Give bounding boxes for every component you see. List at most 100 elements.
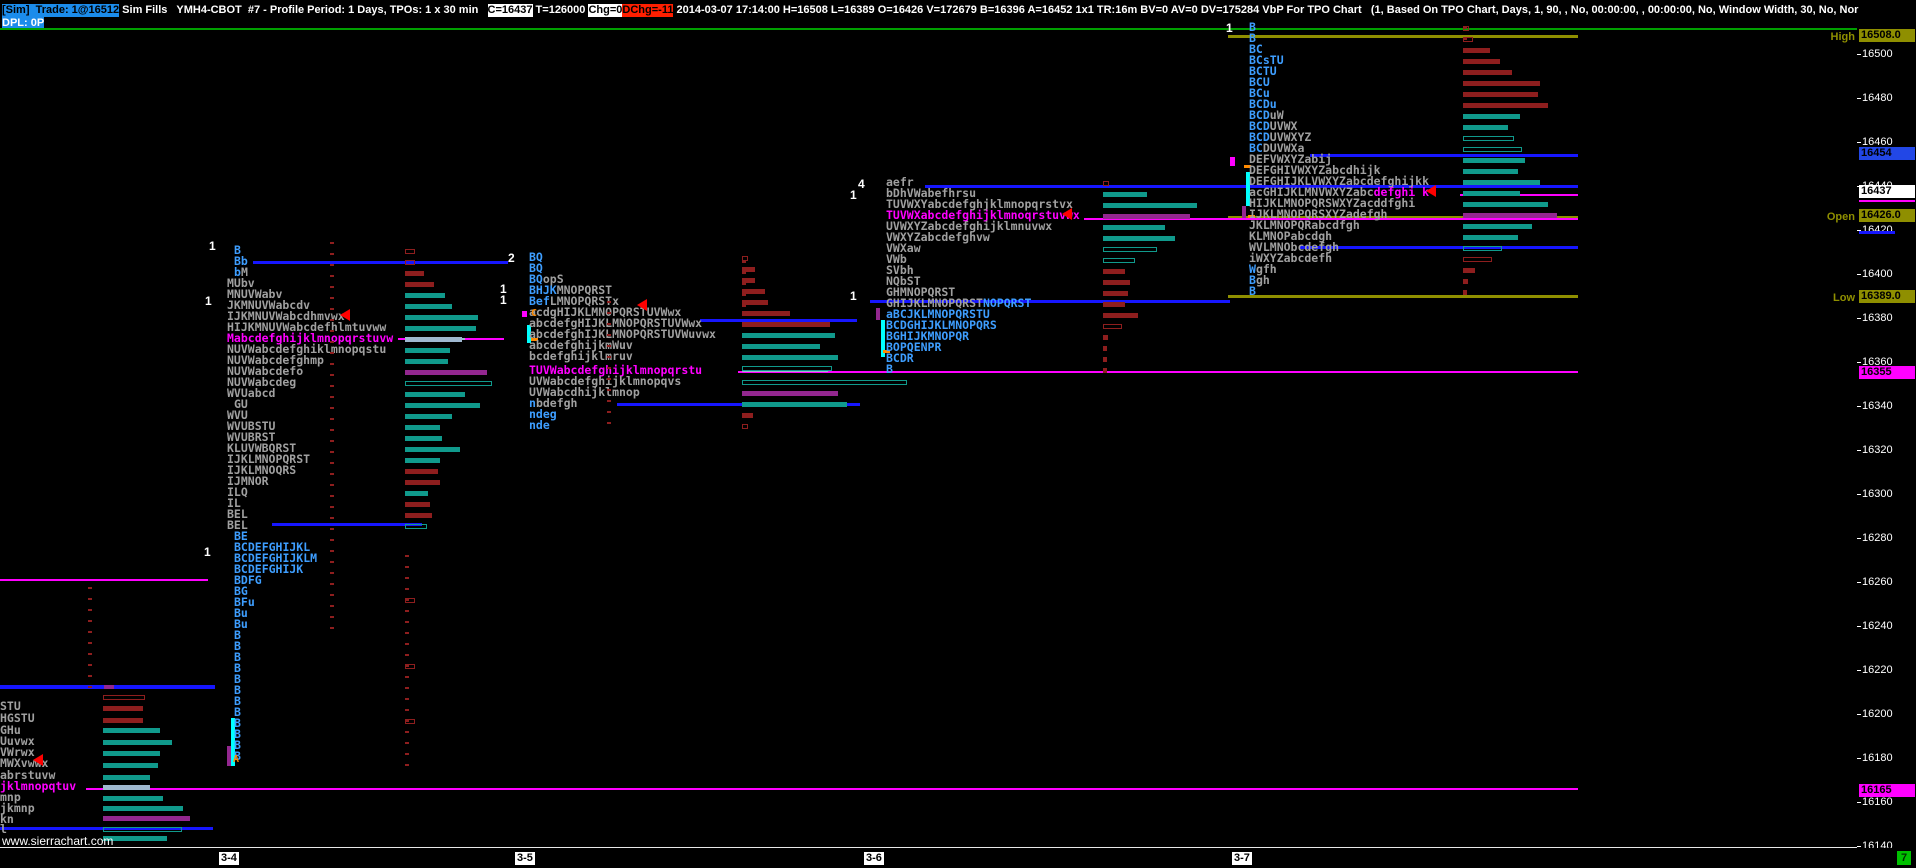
volume-dot (330, 627, 334, 629)
tpo-row: BCDUVWXYZ (1249, 130, 1312, 144)
volume-dot (1463, 49, 1467, 51)
tpo-row: abrstuvw (0, 769, 55, 781)
tpo-row: NUVWabcdefghmp (227, 354, 324, 366)
tpo-row: BCDEFGHIJKL (234, 541, 310, 553)
axis-blue-line (1859, 231, 1895, 234)
date-label[interactable]: 3-6 (864, 852, 884, 865)
title-segment: Sim Fills YMH4-CBOT #7 - Profile Period:… (119, 4, 488, 16)
volume-bar (742, 355, 838, 360)
tpo-row: VWrwx (0, 746, 35, 758)
tpo-row: BC (1249, 43, 1263, 55)
tpo-letters: abcdefgHIJKLMNOPQRSTUVWwx (529, 316, 703, 330)
profile-side-mark (231, 718, 235, 766)
date-label[interactable]: 3-5 (515, 852, 535, 865)
tpo-row: Bu (234, 618, 248, 630)
volume-dot (405, 764, 409, 766)
tpo-row: acGHIJKLMNVWXYZabcdefghi k (1249, 186, 1429, 198)
tpo-letters: B (234, 661, 241, 675)
volume-bar (742, 333, 835, 338)
tpo-letters: BFu (234, 595, 255, 609)
tpo-row: jkmnp (0, 801, 35, 815)
tpo-letters: VWXYZabcdefghvw (886, 230, 990, 244)
volume-dot (405, 654, 409, 656)
volume-bar (103, 796, 163, 801)
profile-side-mark (883, 350, 890, 353)
tpo-row: TUVWabcdefghijklmnopqrstu (529, 364, 702, 376)
chart-area[interactable]: STU HGSTU GHu Uuvwx VWrwx MWXvwwx abrstuvw jklm… (0, 0, 1857, 847)
tpo-row: BCu (1249, 87, 1270, 99)
volume-dot (405, 588, 409, 590)
tpo-row: BCDGHIJKLMNOPQRS (886, 319, 997, 331)
tpo-letters: Bb (234, 254, 248, 268)
tpo-letters: GHIJKLMNOPQRST (886, 296, 983, 310)
tpo-row: GU (234, 398, 248, 410)
tick-dash (1857, 846, 1861, 847)
tpo-row: B (234, 706, 241, 718)
tpo-row: BFu (234, 595, 255, 609)
tpo-letters: GHu (0, 723, 21, 737)
price-line-blueline (925, 184, 1578, 188)
price-tick-label: 16420 (1862, 224, 1893, 236)
tpo-letters: W (1249, 262, 1256, 276)
tpo-letters: IL (227, 496, 241, 510)
volume-dot (1463, 27, 1467, 29)
volume-dot (742, 272, 746, 274)
volume-bar (1103, 225, 1165, 230)
volume-dot (330, 473, 334, 475)
volume-dot (330, 253, 334, 255)
volume-bar (405, 260, 415, 265)
volume-bar (1103, 258, 1135, 263)
tpo-letters: NUVWabcdeg (227, 375, 297, 389)
tpo-row: iWXYZabcdefh (1249, 252, 1332, 264)
price-badge: 16389.0 (1859, 290, 1915, 303)
tpo-letters: b (234, 265, 241, 279)
date-axis[interactable]: 3-4 3-5 3-6 3-7 (0, 848, 1916, 868)
date-label[interactable]: 3-4 (219, 852, 239, 865)
price-badge: 16508.0 (1859, 29, 1915, 42)
price-axis[interactable]: 1650016480164601644016420164001638016360… (1857, 28, 1916, 852)
tpo-letters: BCDEFGHIJKLM (234, 551, 318, 565)
tpo-letters: UVWXYZ (1269, 130, 1312, 144)
price-line-olive (1228, 34, 1578, 38)
tpo-row: BCDuW (1249, 109, 1284, 121)
volume-bar (103, 775, 150, 780)
tpo-row: BG (234, 585, 248, 597)
volume-dot (88, 642, 92, 644)
volume-bar (1463, 169, 1518, 174)
volume-dot (330, 242, 334, 244)
price-line-blueline (870, 299, 1230, 303)
volume-bar (405, 326, 476, 331)
count-marker: 2 (508, 251, 515, 265)
tpo-letters: jkmnp (0, 801, 35, 815)
volume-dot (607, 378, 611, 380)
tick-dash (1857, 670, 1861, 671)
volume-bar (405, 381, 492, 386)
tpo-row: B (234, 750, 241, 762)
volume-bar (1463, 48, 1490, 53)
title-segment: Chg=0 (588, 4, 623, 17)
volume-bar (1463, 92, 1538, 97)
tpo-letters: Mabcdefghijklmnopqrstuvw (227, 331, 394, 345)
tpo-letters: l (0, 822, 7, 836)
tpo-row: B (234, 629, 241, 641)
volume-dot (88, 598, 92, 600)
volume-bar (405, 414, 452, 419)
volume-dot (330, 506, 334, 508)
tpo-row: WVUBRST (227, 431, 275, 443)
volume-dot (330, 396, 334, 398)
tpo-letters: BEL (227, 518, 248, 532)
date-label[interactable]: 3-7 (1232, 852, 1252, 865)
dpl-status: DPL: 0P (2, 17, 45, 30)
tpo-letters: BHJK (529, 283, 557, 297)
volume-bar (742, 322, 830, 327)
volume-dot (330, 418, 334, 420)
tpo-row: BCsTU (1249, 54, 1284, 66)
volume-dot (405, 731, 409, 733)
tpo-row: Bu (234, 607, 248, 619)
tpo-row: BCU (1249, 76, 1270, 88)
volume-dot (607, 301, 611, 303)
volume-dot (330, 385, 334, 387)
volume-dot (405, 676, 409, 678)
tpo-letters: B (234, 243, 241, 257)
